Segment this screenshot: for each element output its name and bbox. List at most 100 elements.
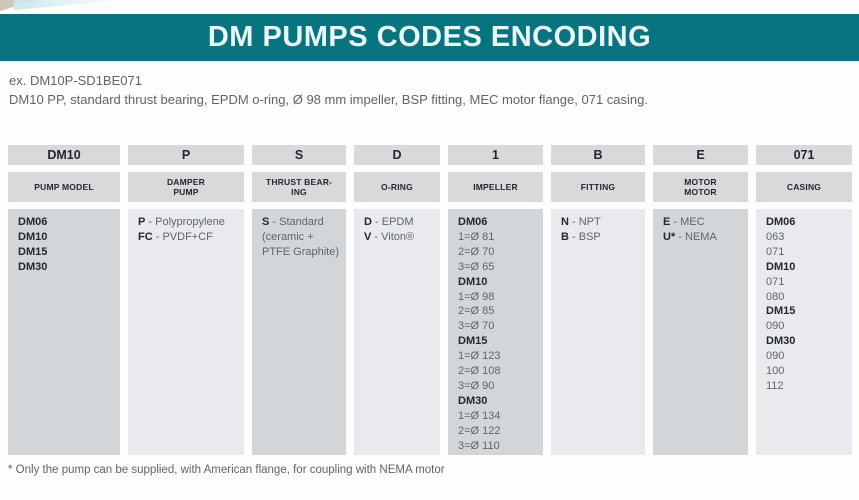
- code-entry: S - Standard: [262, 216, 324, 228]
- entry-model-header: DM10: [458, 275, 488, 288]
- code-entry: DM15: [766, 304, 848, 319]
- label-line: ING: [291, 187, 307, 197]
- entry-model-header: DM10: [766, 260, 796, 273]
- entry-model-header: DM10: [18, 230, 48, 243]
- code-entry: DM06: [766, 215, 848, 230]
- table-code-cell: E: [653, 145, 748, 165]
- label-line: DAMPER: [166, 176, 206, 187]
- entry-model-header: DM06: [458, 216, 488, 228]
- encoding-table: DM10 P S D 1 B E 071 PUMP MODEL DAMPER PUMP THRUST …: [8, 145, 852, 455]
- label-line: CASING: [786, 181, 822, 192]
- title-bar: DM PUMPS CODES ENCODING: [0, 14, 859, 61]
- code-entry: DM30: [766, 334, 848, 349]
- code-entry: 1=Ø 123: [458, 350, 501, 363]
- label-line: PUMP MODEL: [34, 181, 94, 192]
- entry-code-letter: B: [561, 230, 569, 243]
- code-entry: 3=Ø 90: [458, 379, 495, 392]
- table-label-cell: THRUST BEAR- ING: [252, 172, 346, 202]
- table-body-cell: P - Polypropylene FC - PVDF+CF: [128, 209, 244, 455]
- table-body-cell: E - MEC U* - NEMA: [653, 209, 748, 455]
- entry-model-header: DM30: [766, 335, 796, 348]
- entry-model-header: DM15: [18, 245, 48, 258]
- table-code-cell: D: [354, 145, 440, 165]
- code-entry: 2=Ø 108: [458, 365, 501, 378]
- code-entry: DM10: [458, 275, 539, 290]
- entry-model-header: DM06: [766, 216, 796, 228]
- code-entry: 090: [766, 350, 785, 363]
- code-entry: DM30: [458, 394, 539, 409]
- table-label-cell: O-RING: [354, 172, 440, 202]
- code-entry: 071: [766, 245, 785, 258]
- code-entry: 112: [766, 379, 784, 392]
- table-body-cell: DM06 1=Ø 81 2=Ø 70 3=Ø 65 DM10 1=Ø 98 2=Ø 85 3=…: [448, 209, 543, 455]
- table-label-cell: DAMPER PUMP: [128, 172, 244, 202]
- table-code-cell: 1: [448, 145, 543, 165]
- entry-code-letter: E: [663, 216, 671, 228]
- code-entry: 100: [766, 365, 785, 378]
- entry-model-header: DM15: [766, 305, 796, 318]
- code-entry: D - EPDM: [364, 216, 414, 228]
- code-entry: DM30: [18, 260, 116, 275]
- code-entry: 3=Ø 65: [458, 260, 495, 273]
- code-entry: B - BSP: [561, 230, 601, 243]
- code-entry: 071: [766, 275, 785, 288]
- code-entry: E - MEC: [663, 216, 705, 228]
- code-entry: 090: [766, 320, 785, 333]
- table-label-cell: IMPELLER: [448, 172, 543, 202]
- code-entry: 2=Ø 70: [458, 245, 495, 258]
- entry-model-header: DM06: [18, 216, 48, 228]
- code-entry: DM15: [18, 245, 116, 260]
- entry-code-letter: FC: [138, 230, 153, 243]
- entry-code-letter: P: [138, 216, 146, 228]
- table-label-cell: MOTOR MOTOR: [653, 172, 748, 202]
- example-description: DM10 PP, standard thrust bearing, EPDM o…: [9, 92, 648, 107]
- entry-code-letter: D: [364, 216, 372, 228]
- page-title: DM PUMPS CODES ENCODING: [207, 21, 652, 53]
- label-line: FITTING: [580, 181, 616, 192]
- entry-code-letter: V: [364, 230, 372, 243]
- table-code-cell: DM10: [8, 145, 120, 165]
- code-entry: DM10: [766, 260, 848, 275]
- entry-code-letter: S: [262, 216, 270, 228]
- code-entry: 3=Ø 110: [458, 439, 500, 452]
- label-line: PUMP: [173, 187, 199, 197]
- label-line: MOTOR: [684, 176, 717, 187]
- code-entry: 1=Ø 98: [458, 290, 495, 303]
- table-label-cell: PUMP MODEL: [8, 172, 120, 202]
- label-line: THRUST BEAR-: [265, 176, 333, 187]
- code-entry: V - Viton®: [364, 230, 415, 243]
- entry-model-header: DM15: [458, 335, 488, 348]
- label-line: O-RING: [381, 181, 413, 192]
- table-body-cell: DM06 063 071 DM10 071 080 DM15 090 DM30 090 100 112: [756, 209, 852, 455]
- table-label-cell: CASING: [756, 172, 852, 202]
- code-entry: DM10: [18, 230, 116, 245]
- code-entry: 1=Ø 81: [458, 230, 495, 243]
- code-entry: P - Polypropylene: [138, 216, 225, 228]
- label-line: MOTOR: [684, 187, 717, 197]
- code-entry: DM06: [458, 215, 539, 230]
- table-code-cell: S: [252, 145, 346, 165]
- example-code: ex. DM10P-SD1BE071: [9, 73, 142, 88]
- code-entry: PTFE Graphite): [262, 245, 340, 258]
- table-body-cell: DM06 DM10 DM15 DM30: [8, 209, 120, 455]
- entry-model-header: DM30: [18, 260, 48, 273]
- entry-code-letter: U*: [663, 230, 676, 243]
- table-label-cell: FITTING: [551, 172, 645, 202]
- entry-model-header: DM30: [458, 394, 488, 407]
- code-entry: DM15: [458, 334, 539, 349]
- table-code-cell: B: [551, 145, 645, 165]
- table-body-cell: S - Standard (ceramic + PTFE Graphite): [252, 209, 346, 455]
- code-entry: 1=Ø 134: [458, 409, 501, 422]
- code-entry: U* - NEMA: [663, 230, 717, 243]
- code-entry: 080: [766, 290, 785, 303]
- code-entry: FC - PVDF+CF: [138, 230, 213, 243]
- code-entry: DM06: [18, 215, 116, 230]
- code-entry: 3=Ø 70: [458, 320, 495, 333]
- entry-code-letter: N: [561, 216, 569, 228]
- corner-decoration-teal: [14, 0, 124, 10]
- code-entry: 2=Ø 122: [458, 424, 501, 437]
- footnote: * Only the pump can be supplied, with Am…: [8, 464, 445, 476]
- code-entry: 063: [766, 230, 785, 243]
- code-entry: (ceramic +: [262, 230, 314, 243]
- table-code-cell: P: [128, 145, 244, 165]
